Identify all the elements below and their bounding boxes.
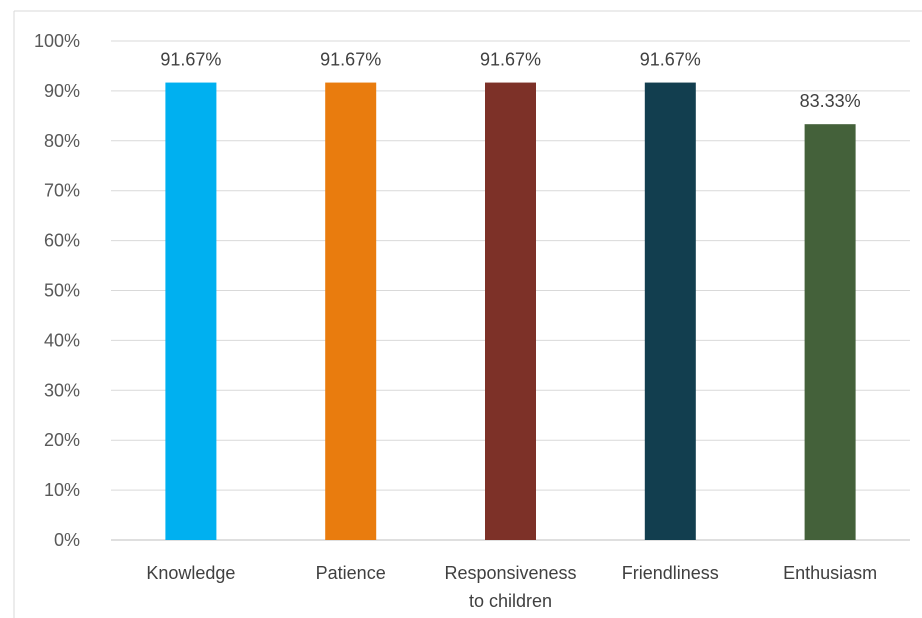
y-tick-label: 0%: [54, 530, 80, 550]
y-tick-label: 70%: [44, 181, 80, 201]
x-axis: Knowledge Patience Responsiveness to childr…: [146, 563, 877, 611]
x-tick-label: Responsiveness to children: [444, 563, 576, 611]
x-tick-label: Knowledge: [146, 563, 235, 583]
y-tick-label: 100%: [34, 31, 80, 51]
data-label: 91.67%: [480, 50, 541, 70]
bar: [804, 124, 856, 541]
y-tick-label: 30%: [44, 380, 80, 400]
data-labels: 91.67% 91.67% 91.67% 91.67% 83.33%: [160, 50, 860, 112]
y-tick-label: 40%: [44, 330, 80, 350]
bar: [485, 82, 536, 540]
x-tick-label: Friendliness: [622, 563, 719, 583]
bar: [644, 82, 696, 540]
y-tick-label: 60%: [44, 231, 80, 251]
x-tick-label: Enthusiasm: [783, 563, 877, 583]
y-tick-label: 20%: [44, 430, 80, 450]
data-label: 91.67%: [640, 50, 701, 70]
y-tick-label: 90%: [44, 81, 80, 101]
bars: [165, 82, 856, 541]
y-axis: 0% 10% 20% 30% 40% 50% 60% 70% 80% 90% 100%: [34, 31, 80, 550]
y-tick-label: 80%: [44, 131, 80, 151]
y-tick-label: 10%: [44, 480, 80, 500]
data-label: 91.67%: [320, 50, 381, 70]
y-tick-label: 50%: [44, 281, 80, 301]
bar: [165, 82, 217, 540]
x-tick-label: Patience: [316, 563, 386, 583]
data-label: 83.33%: [800, 91, 861, 111]
data-label: 91.67%: [160, 50, 221, 70]
bar: [325, 82, 377, 540]
